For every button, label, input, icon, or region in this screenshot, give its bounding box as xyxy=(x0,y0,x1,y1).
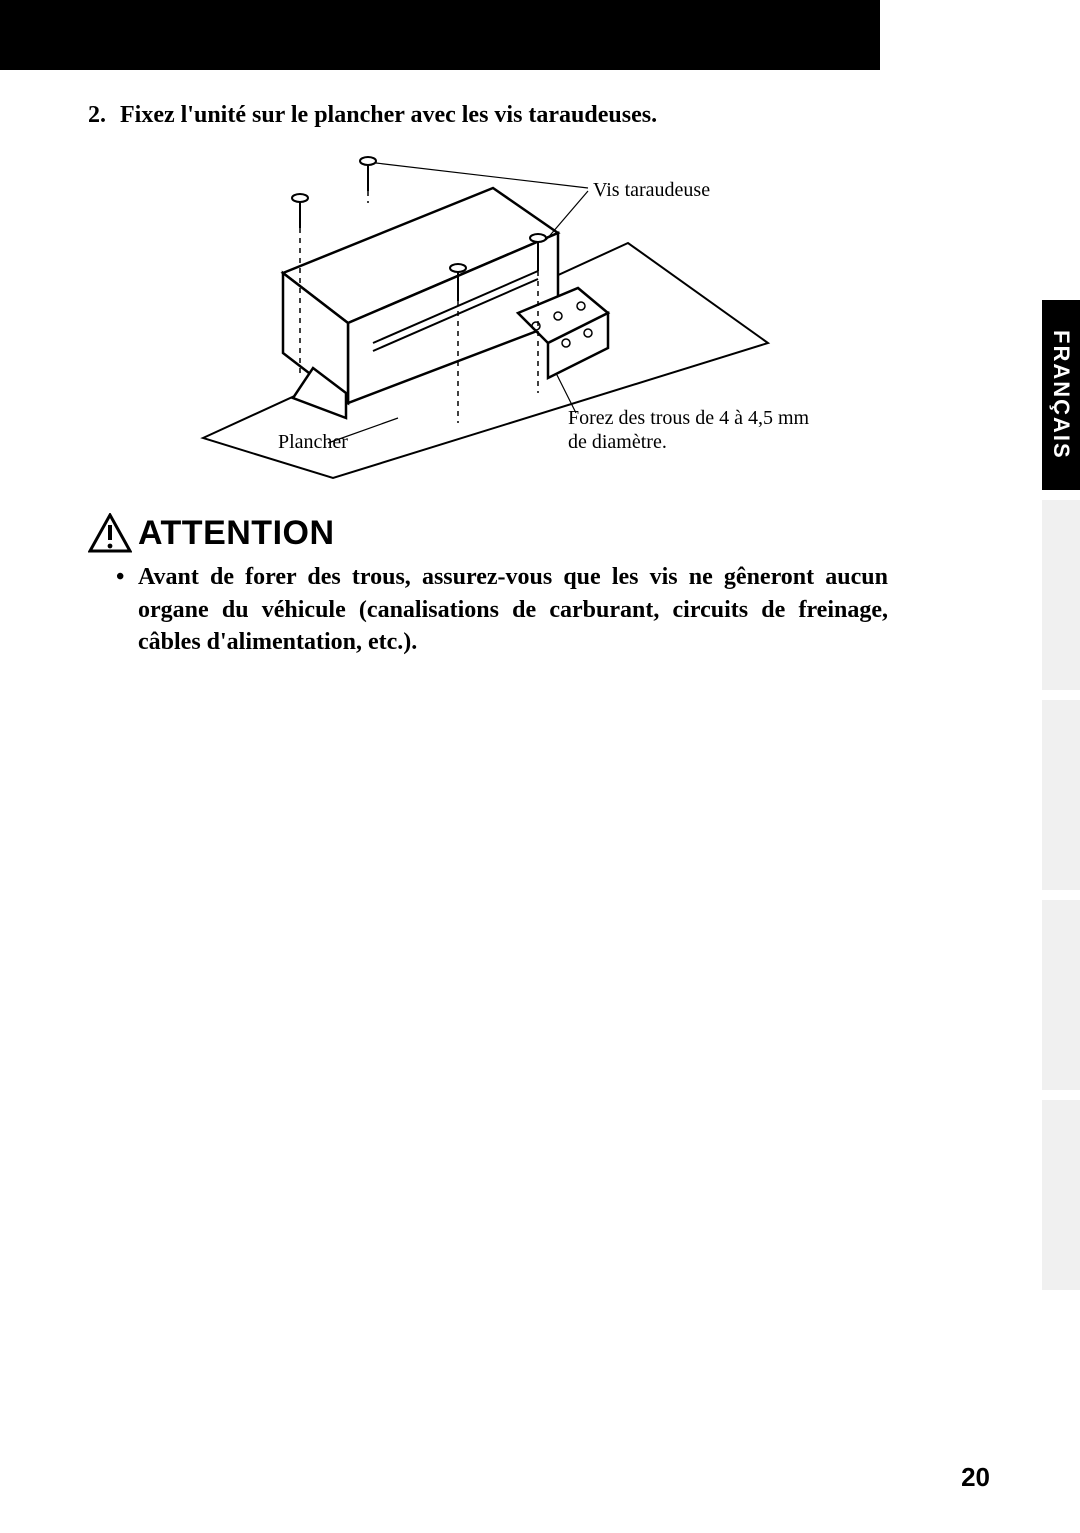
language-tab-text: FRANÇAIS xyxy=(1048,330,1074,460)
attention-body: Avant de forer des trous, assurez-vous q… xyxy=(88,561,888,658)
side-tab-placeholder xyxy=(1042,500,1080,690)
attention-item: Avant de forer des trous, assurez-vous q… xyxy=(116,561,888,658)
label-floor: Plancher xyxy=(278,431,348,454)
main-content: 2. Fixez l'unité sur le plancher avec le… xyxy=(88,100,888,658)
page-number: 20 xyxy=(961,1462,990,1493)
label-screw: Vis taraudeuse xyxy=(593,179,710,202)
side-tab-placeholder xyxy=(1042,1100,1080,1290)
installation-figure: Vis taraudeuse Plancher Forez des trous … xyxy=(88,143,888,483)
figure-svg xyxy=(88,143,888,483)
language-tab: FRANÇAIS xyxy=(1042,300,1080,490)
warning-icon xyxy=(88,513,132,553)
step-line: 2. Fixez l'unité sur le plancher avec le… xyxy=(88,100,888,131)
header-blackbar xyxy=(0,0,880,70)
label-drill-1: Forez des trous de 4 à 4,5 mm xyxy=(568,407,809,430)
side-tab-placeholder xyxy=(1042,900,1080,1090)
step-number: 2. xyxy=(88,100,114,131)
attention-block: ATTENTION Avant de forer des trous, assu… xyxy=(88,513,888,658)
step-title: Fixez l'unité sur le plancher avec les v… xyxy=(120,102,657,128)
side-tab-placeholder xyxy=(1042,700,1080,890)
label-drill-2: de diamètre. xyxy=(568,431,667,454)
attention-heading: ATTENTION xyxy=(138,514,335,553)
attention-heading-row: ATTENTION xyxy=(88,513,888,553)
